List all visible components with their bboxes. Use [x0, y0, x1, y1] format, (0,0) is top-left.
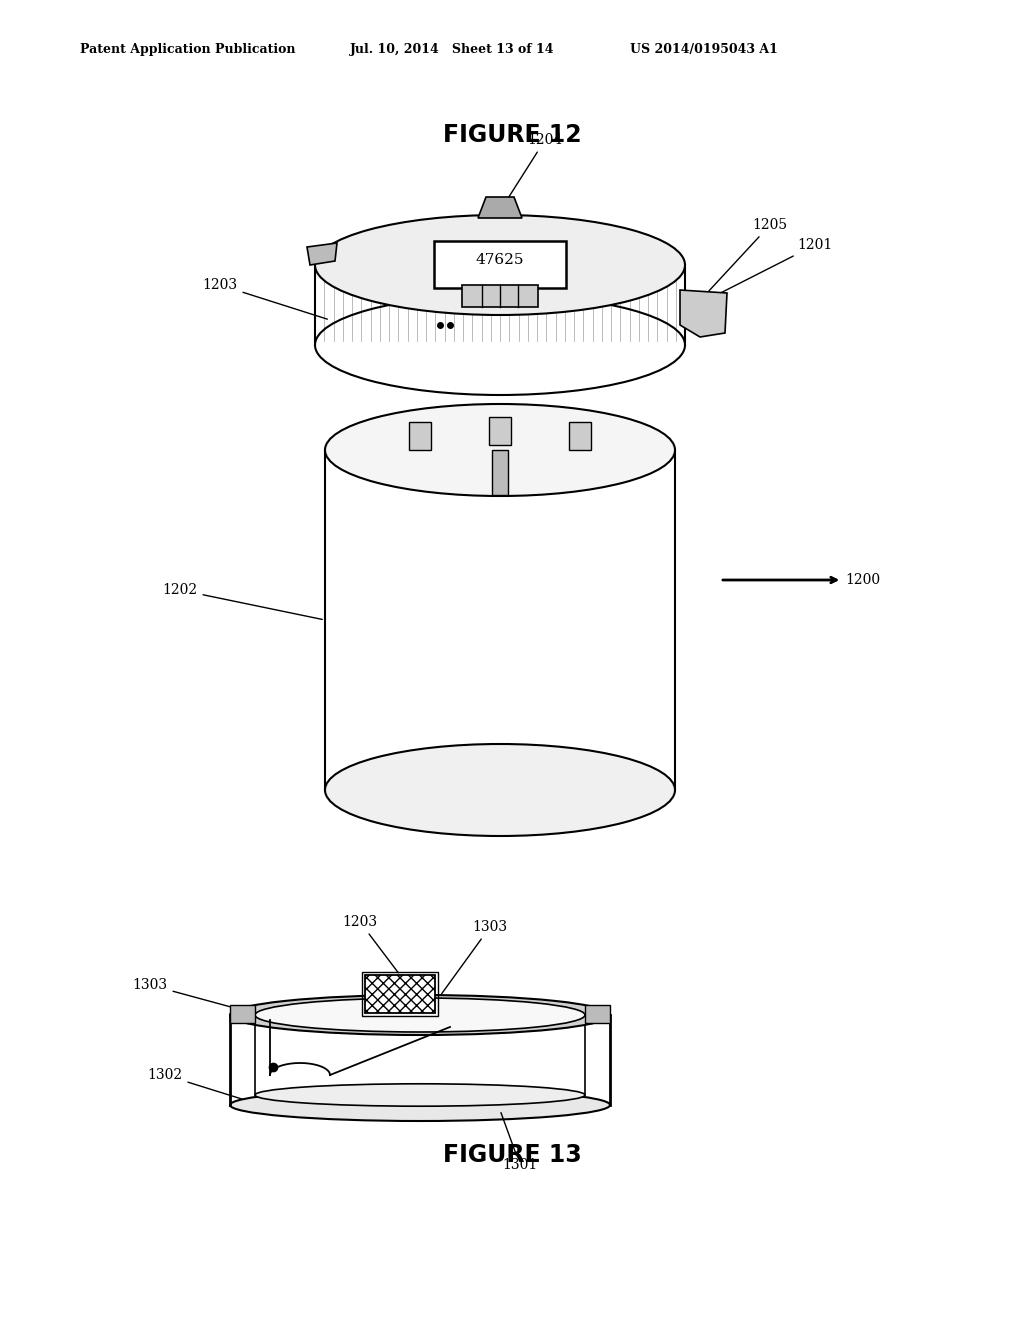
FancyBboxPatch shape — [434, 242, 566, 288]
Text: 1200: 1200 — [723, 573, 880, 587]
Text: US 2014/0195043 A1: US 2014/0195043 A1 — [630, 44, 778, 57]
Text: 1201: 1201 — [689, 238, 833, 309]
Ellipse shape — [255, 998, 585, 1032]
Bar — [365, 975, 435, 1012]
Bar — [409, 422, 431, 450]
Ellipse shape — [255, 1084, 585, 1106]
Bar — [585, 1005, 610, 1023]
Text: Jul. 10, 2014   Sheet 13 of 14: Jul. 10, 2014 Sheet 13 of 14 — [350, 44, 555, 57]
Ellipse shape — [230, 995, 610, 1035]
Bar — [230, 1005, 255, 1023]
Text: 1203: 1203 — [342, 915, 398, 973]
Text: 1202: 1202 — [163, 583, 323, 619]
Bar — [492, 450, 508, 495]
Text: 1205: 1205 — [709, 218, 787, 290]
Bar — [362, 972, 438, 1016]
Polygon shape — [478, 197, 522, 218]
Ellipse shape — [230, 1089, 610, 1121]
Bar — [462, 285, 538, 308]
Text: 1301: 1301 — [501, 1113, 538, 1172]
Polygon shape — [680, 290, 727, 337]
Text: 1303: 1303 — [441, 920, 508, 994]
Ellipse shape — [315, 215, 685, 315]
Ellipse shape — [325, 404, 675, 496]
Bar — [569, 422, 591, 450]
Text: 1303: 1303 — [132, 978, 240, 1010]
Text: 47625: 47625 — [476, 253, 524, 267]
Bar — [489, 417, 511, 445]
Ellipse shape — [325, 744, 675, 836]
Polygon shape — [307, 243, 337, 265]
Text: Patent Application Publication: Patent Application Publication — [80, 44, 296, 57]
Text: 1204: 1204 — [507, 133, 562, 201]
Text: FIGURE 12: FIGURE 12 — [442, 123, 582, 147]
Text: 1302: 1302 — [147, 1068, 243, 1100]
Text: 1203: 1203 — [203, 279, 328, 319]
Text: FIGURE 13: FIGURE 13 — [442, 1143, 582, 1167]
